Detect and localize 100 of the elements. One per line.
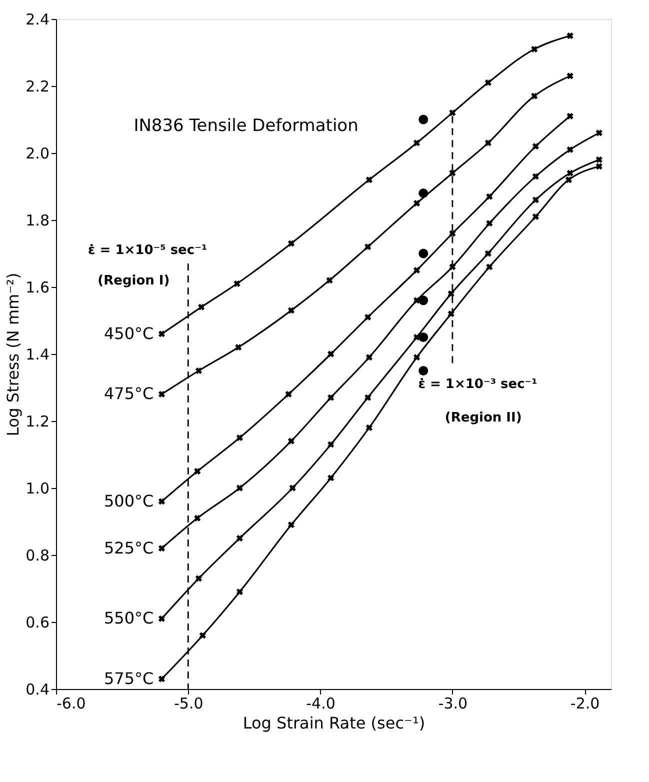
point xyxy=(418,188,428,198)
point xyxy=(418,366,428,376)
y-axis-title: Log Stress (N mm⁻²) xyxy=(4,272,23,436)
point xyxy=(158,544,166,552)
point xyxy=(566,146,574,153)
annotation: (Region I) xyxy=(98,273,170,288)
point xyxy=(195,367,202,374)
y-tick-label: 1.4 xyxy=(26,346,50,364)
annotation: (Region II) xyxy=(444,410,522,426)
point xyxy=(531,92,538,100)
point xyxy=(596,130,602,136)
point xyxy=(449,109,456,116)
x-axis-title: Log Strain Rate (sec⁻¹) xyxy=(242,714,426,732)
point xyxy=(158,615,166,622)
point xyxy=(195,575,202,582)
point xyxy=(236,434,243,442)
point xyxy=(449,230,456,237)
text: IN836 Tensile Deformation xyxy=(134,116,358,136)
point xyxy=(413,200,420,207)
point xyxy=(289,484,296,492)
point xyxy=(288,307,295,314)
point xyxy=(235,344,242,351)
x-tick-label: -6.0 xyxy=(56,694,86,712)
point xyxy=(364,394,372,401)
point xyxy=(364,314,372,320)
point xyxy=(158,498,166,505)
point xyxy=(418,296,428,306)
point xyxy=(366,424,372,432)
y-tick-label: 1.2 xyxy=(26,412,50,430)
series-label: 575°C xyxy=(104,668,154,688)
point xyxy=(158,390,166,398)
point xyxy=(566,32,574,40)
point xyxy=(484,250,492,257)
annotation: ε̇ = 1×10⁻³ sec⁻¹ xyxy=(418,377,538,392)
point xyxy=(565,176,572,184)
point xyxy=(531,46,538,52)
y-tick-label: 1.0 xyxy=(26,480,50,498)
point xyxy=(328,394,334,401)
y-tick-label: 2.0 xyxy=(26,144,50,162)
point xyxy=(418,248,428,258)
point xyxy=(486,193,493,200)
point xyxy=(236,534,243,542)
point xyxy=(364,243,372,250)
point xyxy=(158,330,166,338)
y-tick-label: 0.8 xyxy=(26,546,50,564)
point xyxy=(418,332,428,342)
point xyxy=(413,140,420,146)
point xyxy=(328,441,334,448)
point xyxy=(413,354,420,361)
point xyxy=(413,266,420,274)
point xyxy=(199,632,206,639)
point xyxy=(596,163,602,170)
y-tick-label: 0.4 xyxy=(26,680,50,698)
y-tick-label: 2.2 xyxy=(26,78,50,96)
point xyxy=(486,220,493,227)
series-label: 525°C xyxy=(104,538,154,558)
point xyxy=(366,176,372,184)
point xyxy=(328,474,334,482)
point xyxy=(288,438,295,444)
y-tick-label: 1.6 xyxy=(26,278,50,296)
point xyxy=(484,79,492,86)
point xyxy=(194,468,201,475)
point xyxy=(285,390,292,398)
point xyxy=(288,240,295,247)
y-tick-label: 1.8 xyxy=(26,212,50,230)
point xyxy=(288,522,295,528)
point xyxy=(486,264,493,270)
point xyxy=(158,676,166,682)
x-tick-label: -4.0 xyxy=(306,694,336,712)
point xyxy=(532,142,539,150)
point xyxy=(194,514,201,522)
x-tick-label: -5.0 xyxy=(174,694,204,712)
point xyxy=(532,173,539,180)
point xyxy=(532,196,539,204)
point xyxy=(566,170,574,176)
point xyxy=(198,304,205,310)
series-label: 475°C xyxy=(104,384,154,404)
annotation: ε̇ = 1×10⁻⁵ sec⁻¹ xyxy=(88,243,208,258)
point xyxy=(448,290,454,298)
point xyxy=(596,156,602,164)
y-tick-label: 2.4 xyxy=(26,10,50,28)
y-tick-label: 0.6 xyxy=(26,614,50,632)
x-tick-label: -2.0 xyxy=(570,694,600,712)
x-tick-label: -3.0 xyxy=(438,694,468,712)
point xyxy=(484,140,492,146)
point xyxy=(234,280,240,287)
point xyxy=(326,276,333,284)
series-label: 550°C xyxy=(104,608,154,628)
series-label: 450°C xyxy=(104,324,154,343)
point xyxy=(449,170,456,176)
point xyxy=(236,484,243,492)
point xyxy=(532,213,539,220)
point xyxy=(566,112,574,120)
point xyxy=(413,297,420,304)
point xyxy=(566,72,574,80)
point xyxy=(328,350,334,358)
point xyxy=(418,114,428,124)
point xyxy=(236,588,243,596)
point xyxy=(366,354,372,361)
series-label: 500°C xyxy=(104,491,154,510)
